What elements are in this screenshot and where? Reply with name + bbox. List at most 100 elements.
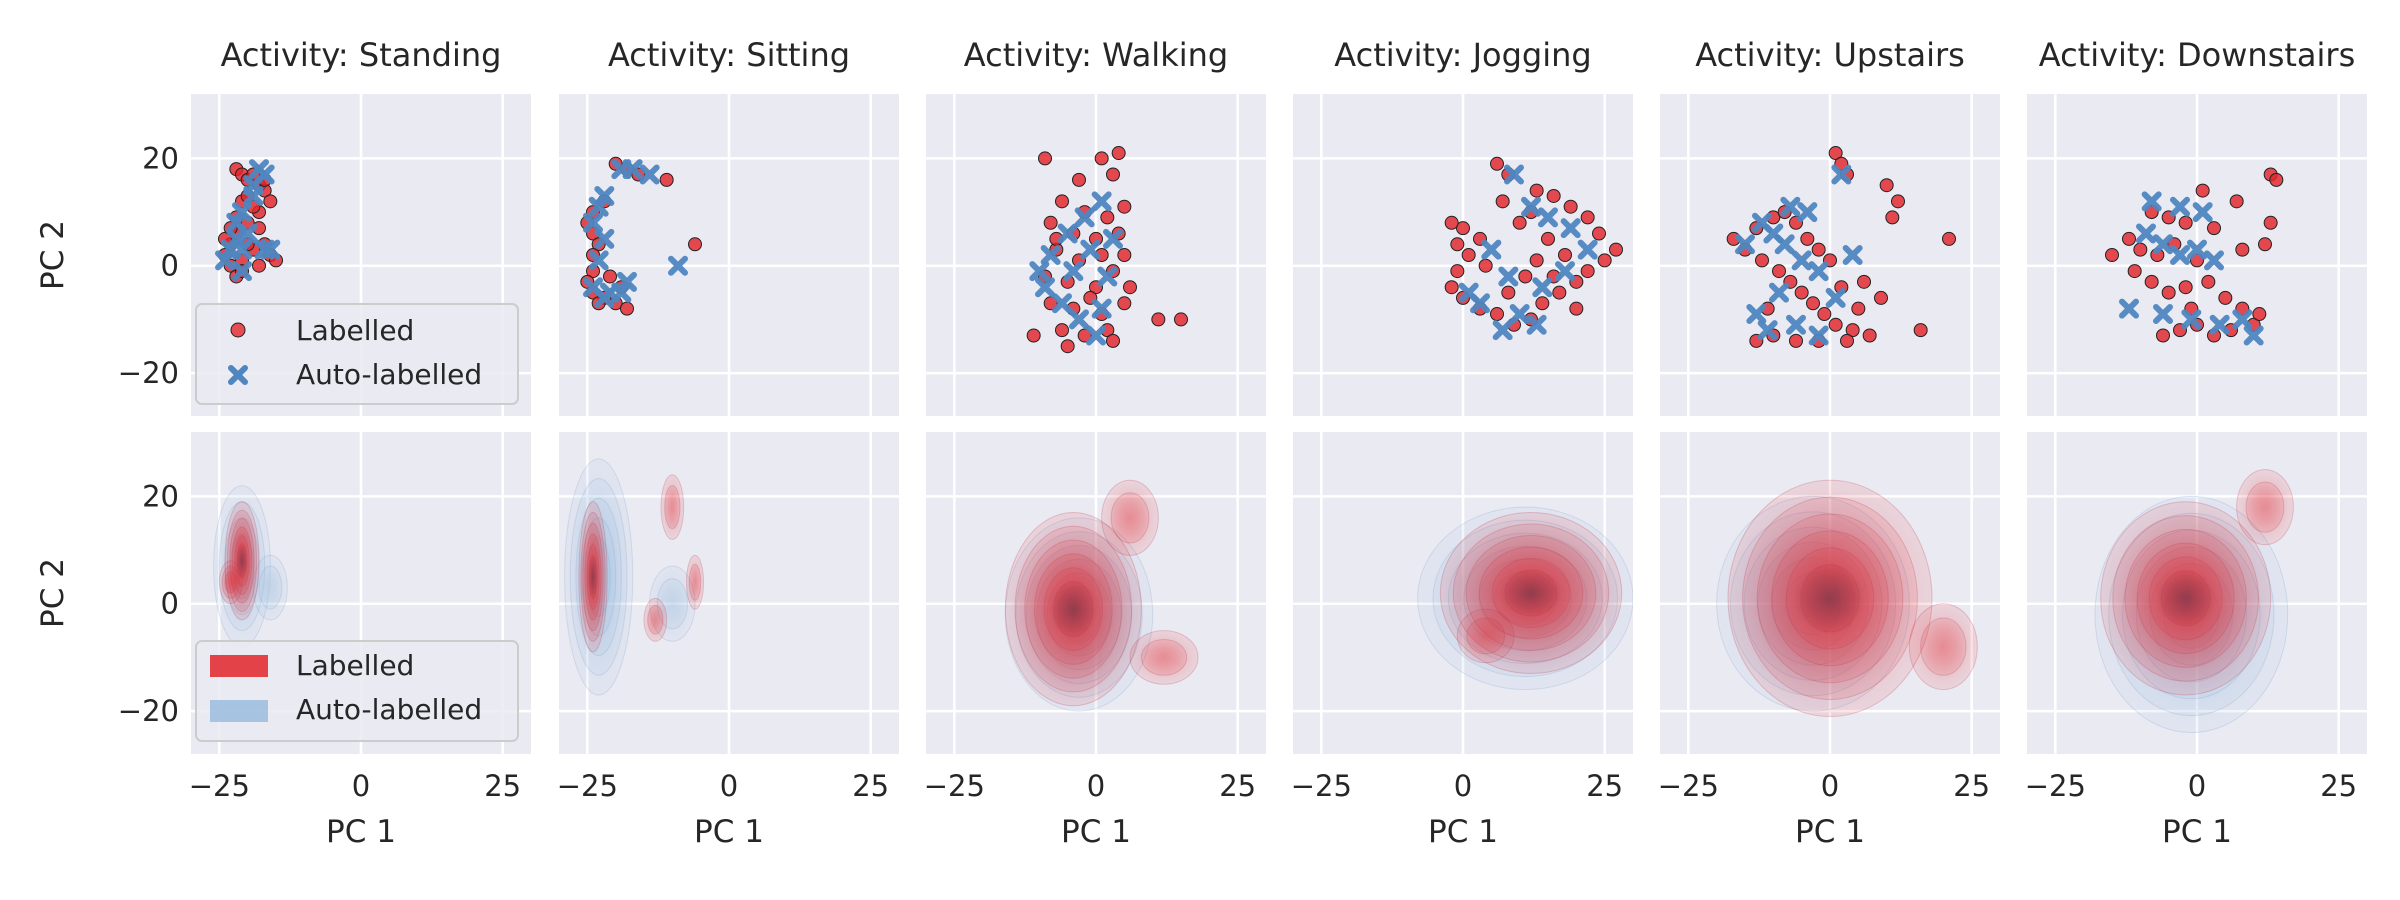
legend-labelled-label: Labelled xyxy=(296,314,414,347)
x-axis-label: PC 1 xyxy=(1061,814,1131,850)
point-labelled xyxy=(1879,178,1894,193)
point-auto-labelled xyxy=(1538,207,1558,228)
point-labelled xyxy=(1123,280,1137,295)
y-tick-label: −20 xyxy=(118,694,179,728)
point-labelled xyxy=(1495,194,1510,209)
panel-content xyxy=(1726,146,1956,348)
kde-level-auto-labelled xyxy=(258,565,283,610)
point-auto-labelled xyxy=(668,255,688,276)
point-auto-labelled xyxy=(1774,234,1795,255)
point-labelled xyxy=(1851,301,1866,316)
point-auto-labelled xyxy=(1521,196,1541,217)
point-labelled xyxy=(1450,264,1465,279)
point-auto-labelled xyxy=(2209,314,2230,335)
point-labelled xyxy=(1828,317,1843,332)
point-auto-labelled xyxy=(1097,266,1118,287)
point-auto-labelled xyxy=(232,239,252,260)
point-auto-labelled xyxy=(622,159,643,180)
point-auto-labelled xyxy=(588,250,609,271)
y-axis-label: PC 2 xyxy=(35,558,71,628)
point-labelled xyxy=(2229,194,2244,209)
point-labelled xyxy=(1789,333,1803,348)
point-auto-labelled xyxy=(2192,202,2213,223)
legend-labelled-swatch xyxy=(210,655,268,677)
x-tick-label: 25 xyxy=(484,769,521,803)
point-labelled xyxy=(2235,242,2250,257)
point-labelled xyxy=(1800,231,1815,246)
legend-kde: Labelled Auto-labelled xyxy=(195,640,519,742)
point-auto-labelled xyxy=(1780,196,1801,217)
point-auto-labelled xyxy=(1769,282,1789,303)
x-tick-label: −25 xyxy=(924,769,985,803)
point-labelled xyxy=(2269,172,2284,187)
point-auto-labelled xyxy=(611,282,632,303)
point-labelled xyxy=(2122,231,2136,246)
point-labelled xyxy=(1444,215,1459,230)
point-labelled xyxy=(1518,269,1533,284)
panel-title: Activity: Downstairs xyxy=(2039,36,2356,74)
point-labelled xyxy=(1501,285,1516,300)
kde-level-labelled xyxy=(647,605,664,635)
panels-layer: Activity: Standing −20 0 20 PC 2 Activity: Si… xyxy=(35,36,2367,850)
x-tick-label: 25 xyxy=(852,769,889,803)
point-labelled xyxy=(1529,253,1544,268)
point-labelled xyxy=(1117,248,1132,262)
point-labelled xyxy=(1106,333,1120,348)
point-auto-labelled xyxy=(1069,309,1089,330)
legend-auto-labelled-label: Auto-labelled xyxy=(296,358,482,391)
point-labelled xyxy=(2156,328,2170,343)
point-auto-labelled xyxy=(1560,218,1581,239)
kde-level-labelled xyxy=(1466,617,1506,655)
kde-level-labelled xyxy=(1920,617,1967,676)
point-labelled xyxy=(1563,199,1578,214)
point-auto-labelled xyxy=(1086,325,1106,346)
point-auto-labelled xyxy=(232,202,252,223)
point-labelled xyxy=(2207,221,2221,236)
point-labelled xyxy=(1552,285,1567,300)
point-labelled xyxy=(1806,296,1820,311)
point-auto-labelled xyxy=(1103,228,1123,249)
point-auto-labelled xyxy=(1577,239,1598,260)
point-labelled xyxy=(1117,199,1132,214)
point-auto-labelled xyxy=(1509,304,1530,325)
point-labelled xyxy=(1942,231,1956,246)
x-axis-label: PC 1 xyxy=(2162,814,2232,850)
point-labelled xyxy=(1026,328,1041,343)
panel-r1-c4: Activity: Jogging xyxy=(1293,36,1633,416)
legend-frame xyxy=(195,640,519,742)
kde-core xyxy=(588,554,598,600)
point-labelled xyxy=(2252,307,2267,322)
point-labelled xyxy=(1913,323,1928,338)
point-labelled xyxy=(688,237,702,252)
panel-content xyxy=(1026,146,1188,354)
point-labelled xyxy=(1461,248,1476,262)
point-auto-labelled xyxy=(1057,223,1078,244)
y-tick-label: 0 xyxy=(161,587,179,621)
point-auto-labelled xyxy=(1074,207,1095,228)
x-axis-label: PC 1 xyxy=(1795,814,1865,850)
point-auto-labelled xyxy=(1091,298,1112,319)
point-labelled xyxy=(1060,339,1075,354)
y-axis-label: PC 2 xyxy=(35,220,71,290)
point-auto-labelled xyxy=(2119,298,2139,319)
point-auto-labelled xyxy=(232,261,252,282)
point-labelled xyxy=(2161,285,2176,300)
point-labelled xyxy=(1840,333,1854,348)
point-labelled xyxy=(1569,301,1584,316)
point-auto-labelled xyxy=(2243,325,2264,346)
x-tick-label: 25 xyxy=(1953,769,1990,803)
panel-content xyxy=(1716,479,1978,717)
panel-title: Activity: Upstairs xyxy=(1695,36,1965,74)
point-labelled xyxy=(1862,328,1877,343)
point-labelled xyxy=(1794,285,1809,300)
panel-title: Activity: Jogging xyxy=(1334,36,1591,74)
panel-r1-c1: Activity: Standing −20 0 20 PC 2 xyxy=(35,36,531,416)
x-tick-label: −25 xyxy=(189,769,250,803)
panel-r1-c3: Activity: Walking xyxy=(926,36,1266,416)
x-tick-label: 0 xyxy=(2188,769,2206,803)
point-auto-labelled xyxy=(1035,277,1055,298)
point-labelled xyxy=(2201,274,2216,289)
point-auto-labelled xyxy=(1504,164,1524,185)
point-auto-labelled xyxy=(1842,245,1863,265)
y-tick-label: 20 xyxy=(142,141,179,175)
